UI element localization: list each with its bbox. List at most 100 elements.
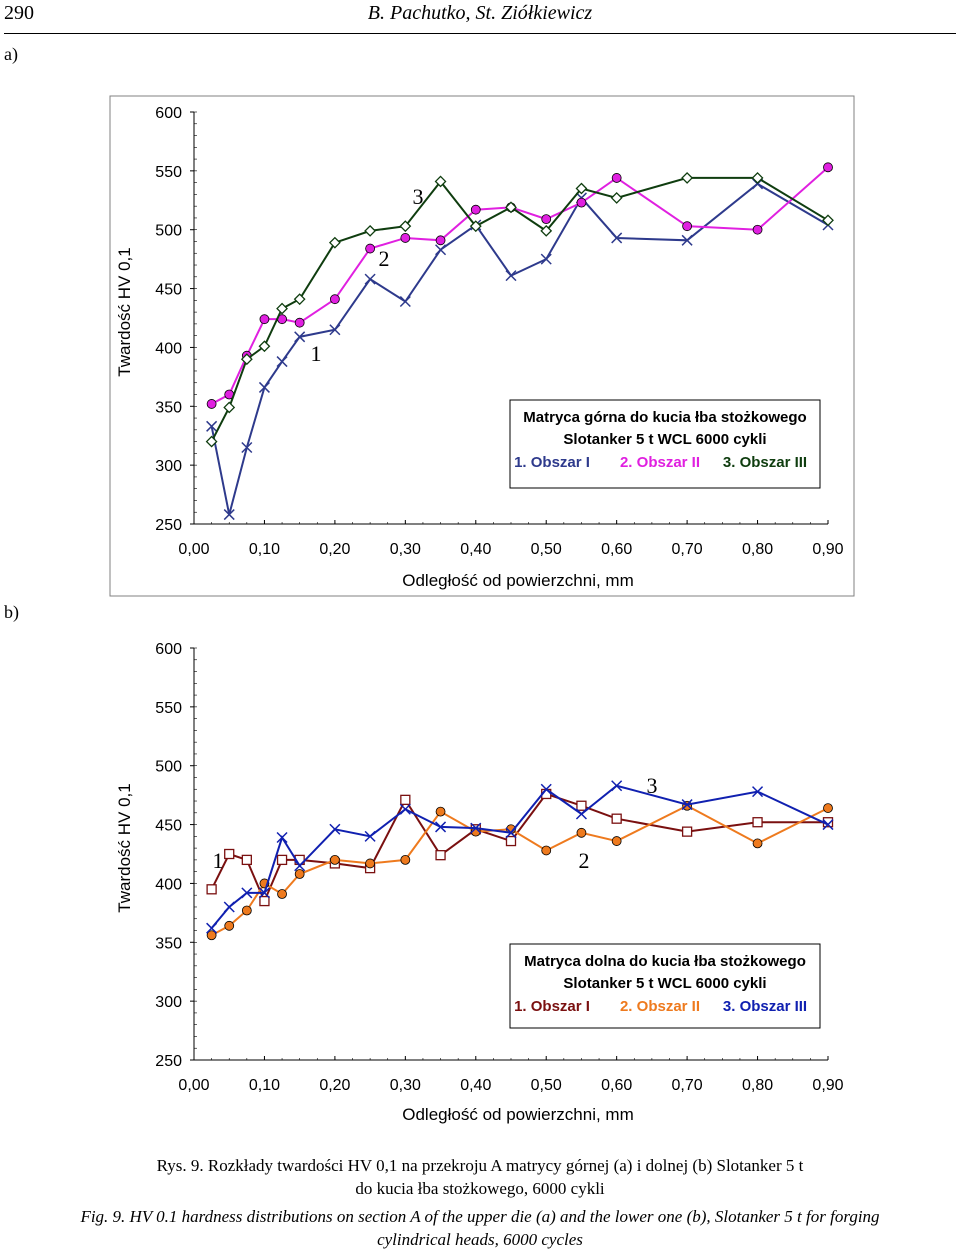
y-tick-label: 450 xyxy=(155,282,182,299)
legend-entry-2: 2. Obszar II xyxy=(620,998,700,1015)
y-tick-label: 300 xyxy=(155,994,182,1011)
data-point xyxy=(611,836,622,846)
data-point xyxy=(752,786,764,798)
caption-pl-line2: do kucia łba stożkowego, 6000 cykli xyxy=(355,1179,605,1198)
x-tick-label: 0,20 xyxy=(319,541,350,558)
data-point xyxy=(224,848,235,860)
data-point xyxy=(611,173,622,183)
data-point xyxy=(752,817,763,828)
y-tick-label: 400 xyxy=(155,876,182,893)
y-tick-label: 350 xyxy=(155,399,182,416)
series-callout-3: 3 xyxy=(647,773,658,798)
data-point xyxy=(434,175,447,188)
series-callout-1: 1 xyxy=(213,848,224,873)
data-point xyxy=(752,224,763,235)
series-2 xyxy=(206,162,833,409)
x-tick-label: 0,30 xyxy=(390,1077,421,1094)
series-1 xyxy=(206,178,834,521)
y-tick-label: 500 xyxy=(155,223,182,240)
x-tick-label: 0,00 xyxy=(178,1077,209,1094)
x-tick-label: 0,10 xyxy=(249,1077,280,1094)
data-point xyxy=(610,192,623,204)
data-point xyxy=(541,845,552,856)
y-tick-label: 550 xyxy=(155,164,182,181)
data-point xyxy=(540,224,553,237)
data-point xyxy=(576,827,587,838)
legend: Matryca górna do kucia łba stożkowego Slo… xyxy=(509,399,821,489)
data-point xyxy=(575,182,588,195)
x-tick-label: 0,40 xyxy=(460,1077,491,1094)
data-point xyxy=(576,800,587,811)
x-tick-label: 0,50 xyxy=(531,1077,562,1094)
series-3 xyxy=(205,172,834,448)
data-point xyxy=(329,324,341,336)
data-point xyxy=(682,221,693,232)
legend-subtitle: Slotanker 5 t WCL 6000 cykli xyxy=(563,975,766,992)
x-tick-label: 0,30 xyxy=(390,541,421,558)
data-point xyxy=(435,235,446,246)
data-point xyxy=(258,381,270,393)
data-point xyxy=(259,314,270,325)
data-point xyxy=(435,850,446,861)
data-point xyxy=(206,930,217,941)
chart-b-lower-die: 600 550 500 450 400 350 300 250 0,00 0,10 0,20 0,30… xyxy=(115,641,844,1124)
caption-en-line1: Fig. 9. HV 0.1 hardness distributions on… xyxy=(80,1207,880,1226)
y-tick-label: 600 xyxy=(155,105,182,122)
data-point xyxy=(576,197,587,208)
chart-a-upper-die: 600 550 500 450 400 350 300 250 0,00 0,10 0,20 0,30… xyxy=(109,95,855,597)
data-point xyxy=(241,887,253,899)
chart-area-frame xyxy=(109,95,855,597)
x-tick-label: 0,90 xyxy=(812,541,843,558)
data-point xyxy=(611,232,623,244)
caption-en-line2: cylindrical heads, 6000 cycles xyxy=(377,1230,583,1249)
data-point xyxy=(575,808,587,820)
y-tick-label: 500 xyxy=(155,759,182,776)
legend-entry-3: 3. Obszar III xyxy=(723,454,807,471)
y-tick-label: 250 xyxy=(155,517,182,534)
y-tick-label: 600 xyxy=(155,641,182,658)
x-tick-label: 0,80 xyxy=(742,1077,773,1094)
data-point xyxy=(294,317,305,328)
series-line-1 xyxy=(210,792,828,904)
data-point xyxy=(224,920,235,931)
data-point xyxy=(294,860,306,872)
data-point xyxy=(682,800,693,811)
data-point xyxy=(205,435,218,448)
series-3 xyxy=(206,780,834,934)
x-tick-label: 0,40 xyxy=(460,541,491,558)
data-point xyxy=(469,220,482,233)
series-callout-1: 1 xyxy=(311,341,322,366)
data-point xyxy=(276,854,288,866)
series-callout-2: 2 xyxy=(379,246,390,271)
data-point xyxy=(400,854,411,865)
data-point xyxy=(681,799,693,811)
data-point xyxy=(294,869,305,879)
header-rule xyxy=(4,33,956,34)
data-point xyxy=(399,220,412,233)
y-axis-title: Twardość HV 0,1 xyxy=(115,247,134,376)
data-point xyxy=(241,854,252,866)
x-axis-title: Odległość od powierzchni, mm xyxy=(402,1105,633,1124)
data-point xyxy=(399,803,411,815)
data-point xyxy=(364,273,376,285)
data-point xyxy=(206,884,217,895)
legend-title: Matryca górna do kucia łba stożkowego xyxy=(523,409,806,426)
y-tick-label: 450 xyxy=(155,818,182,835)
legend: Matryca dolna do kucia łba stożkowego Slo… xyxy=(509,943,821,1029)
y-tick-label: 250 xyxy=(155,1053,182,1070)
page-number: 290 xyxy=(4,2,34,24)
x-tick-label: 0,00 xyxy=(178,541,209,558)
data-point xyxy=(822,819,834,831)
data-point xyxy=(329,823,341,835)
data-point xyxy=(223,401,236,414)
data-point xyxy=(681,172,694,184)
y-tick-label: 350 xyxy=(155,935,182,952)
data-point xyxy=(223,901,235,913)
legend-entry-1: 1. Obszar I xyxy=(514,454,590,471)
data-point xyxy=(541,214,552,225)
x-tick-label: 0,20 xyxy=(319,1077,350,1094)
legend-title: Matryca dolna do kucia łba stożkowego xyxy=(524,953,806,970)
data-point xyxy=(258,340,271,353)
data-point xyxy=(540,783,552,795)
data-point xyxy=(540,253,552,265)
